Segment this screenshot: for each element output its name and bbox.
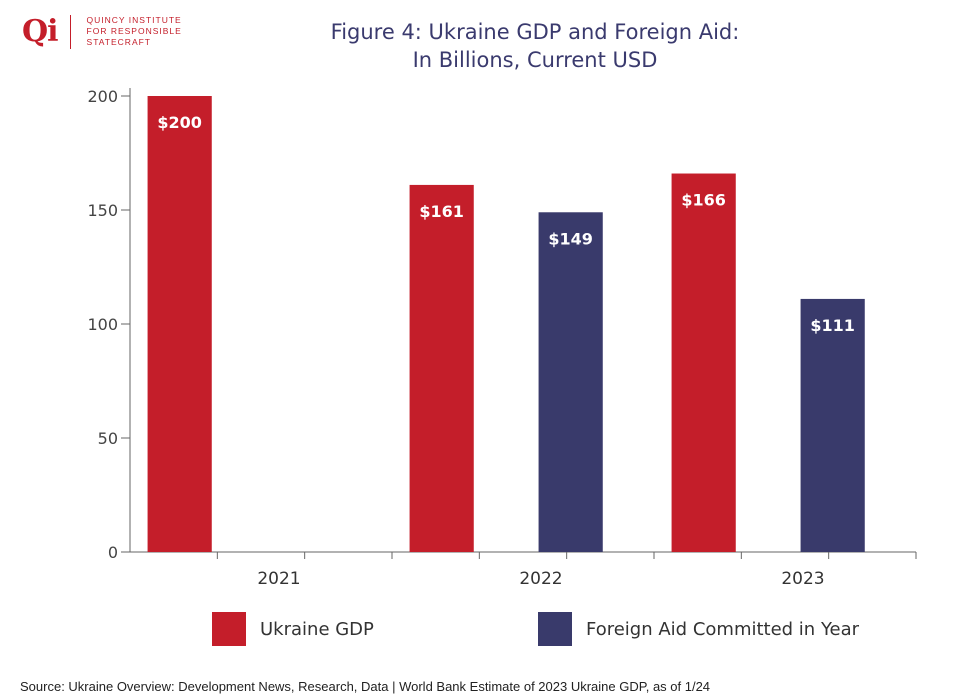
legend-swatch-ukraine-gdp — [212, 612, 246, 646]
data-label: $166 — [681, 191, 726, 210]
source-note: Source: Ukraine Overview: Development Ne… — [20, 679, 711, 694]
chart-subtitle: In Billions, Current USD — [412, 48, 658, 72]
bar-ukraine-gdp-2022 — [409, 184, 474, 553]
bar-ukraine-gdp-2021 — [147, 96, 212, 552]
legend-item-foreign-aid: Foreign Aid Committed in Year — [538, 612, 859, 646]
logo-line-2: FOR RESPONSIBLE — [86, 26, 182, 36]
logo-line-1: QUINCY INSTITUTE — [86, 15, 182, 25]
legend-swatch-foreign-aid — [538, 612, 572, 646]
chart-title: Figure 4: Ukraine GDP and Foreign Aid: — [330, 20, 740, 44]
data-label: $149 — [548, 229, 593, 248]
x-tick-label: 2022 — [519, 569, 562, 589]
chart-title-block: Figure 4: Ukraine GDP and Foreign Aid: I… — [250, 18, 820, 74]
y-tick-label: 0 — [108, 543, 118, 562]
logo-mark: Qi — [22, 14, 59, 49]
bar-foreign-aid-2023 — [800, 298, 865, 552]
x-tick-label: 2021 — [257, 569, 300, 589]
y-tick-label: 100 — [87, 315, 118, 334]
x-tick-label: 2023 — [781, 569, 824, 589]
y-tick-label: 200 — [87, 87, 118, 106]
logo-text: QUINCY INSTITUTE FOR RESPONSIBLE STATECR… — [87, 15, 182, 48]
legend-label-ukraine-gdp: Ukraine GDP — [260, 618, 374, 640]
data-label: $200 — [157, 113, 202, 132]
y-tick-label: 50 — [98, 429, 118, 448]
logo: Qi QUINCY INSTITUTE FOR RESPONSIBLE STAT… — [22, 14, 182, 49]
bar-ukraine-gdp-2023 — [671, 173, 736, 552]
data-label: $111 — [810, 316, 855, 335]
legend-item-ukraine-gdp: Ukraine GDP — [212, 612, 374, 646]
data-label: $161 — [419, 202, 464, 221]
logo-divider — [69, 14, 71, 49]
logo-line-3: STATECRAFT — [86, 37, 151, 47]
bar-foreign-aid-2022 — [538, 212, 603, 552]
y-tick-label: 150 — [87, 201, 118, 220]
legend-label-foreign-aid: Foreign Aid Committed in Year — [586, 618, 860, 640]
